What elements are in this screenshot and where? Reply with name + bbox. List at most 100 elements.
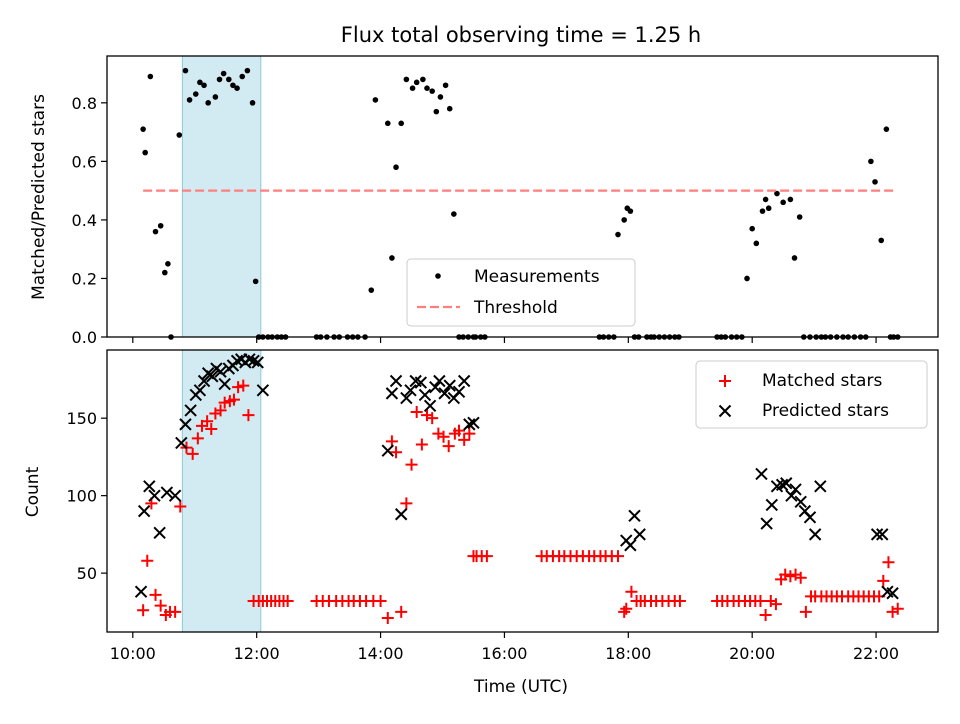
measurement-point: [796, 214, 803, 220]
measurement-point: [197, 79, 203, 86]
predicted-star-point: [418, 388, 432, 402]
axes-frame: [106, 349, 939, 633]
predicted-star-point: [414, 376, 428, 389]
y-tick-label: 50: [77, 564, 97, 583]
measurement-point: [621, 217, 627, 223]
measurement-point: [220, 70, 227, 77]
measurement-point: [230, 82, 236, 89]
y-tick-label: 0.2: [72, 269, 97, 288]
measurement-point: [234, 85, 240, 91]
measurement-point: [883, 126, 890, 132]
legend-box: [406, 258, 636, 327]
measurement-point: [791, 255, 798, 261]
measurement-point: [765, 205, 772, 212]
predicted-star-point: [876, 528, 889, 541]
predicted-star-point: [184, 404, 197, 417]
predicted-star-point: [193, 384, 207, 397]
matched-star-point: [410, 405, 423, 418]
measurement-point: [176, 132, 183, 138]
y-tick-label: 150: [66, 409, 97, 428]
measurement-point: [872, 179, 878, 185]
matched-star-point: [882, 556, 895, 569]
measurement-point: [787, 196, 794, 203]
predicted-star-point: [463, 418, 476, 431]
measurement-point: [186, 97, 193, 103]
matched-star-point: [673, 595, 686, 608]
matched-star-point: [218, 396, 231, 409]
predicted-star-point: [765, 498, 779, 512]
matched-star-point: [625, 585, 638, 598]
predicted-star-point: [785, 489, 798, 502]
measurement-point: [420, 76, 426, 83]
measurement-point: [403, 76, 410, 83]
matched-star-point: [618, 605, 631, 618]
measurement-point: [192, 91, 199, 97]
matched-star-point: [242, 409, 255, 422]
predicted-star-point: [206, 370, 219, 383]
predicted-star-point: [394, 508, 408, 521]
predicted-star-point: [400, 391, 413, 405]
measurement-point: [878, 237, 885, 244]
predicted-star-point: [148, 489, 161, 502]
measurement-point: [615, 231, 621, 238]
axes-frame: [106, 55, 939, 338]
measurement-point: [429, 88, 435, 94]
measurement-point: [627, 208, 634, 214]
measurement-point: [212, 94, 219, 100]
x-axis-ticks: 10:00 12:00 14:00 16:00 18:00 20:00 22:00: [110, 632, 899, 663]
measurement-point: [244, 67, 251, 74]
legend-matched-marker: [719, 375, 731, 387]
highlight-span: [181, 55, 262, 338]
y-axis-ticks: 50 100 150: [66, 409, 107, 583]
matched-star-point: [405, 458, 418, 471]
matched-star-point: [191, 432, 204, 445]
chart-title: Flux total observing time = 1.25 h: [341, 23, 701, 47]
matched-star-point: [453, 424, 466, 437]
predicted-star-point: [134, 585, 148, 598]
x-tick-label: 20:00: [729, 644, 775, 663]
matched-star-point: [415, 438, 428, 451]
measurement-point: [437, 94, 444, 100]
measurement-point: [140, 126, 146, 132]
matched-star-point: [381, 612, 394, 625]
predicted-star-point: [803, 511, 817, 524]
matched-star-point: [232, 381, 245, 394]
predicted-star-point: [143, 480, 156, 493]
predicted-star-point: [385, 387, 399, 400]
x-tick-label: 12:00: [234, 644, 280, 663]
measurement-point: [249, 100, 256, 106]
measurement-point: [868, 158, 874, 165]
x-axis-label: Time (UTC): [473, 677, 568, 697]
predicted-star-point: [443, 379, 456, 392]
legend-label: Predicted stars: [762, 401, 889, 421]
y-axis-ticks: 0.0 0.2 0.4 0.6 0.8: [72, 94, 107, 347]
y-tick-label: 0.6: [72, 152, 97, 171]
predicted-star-point: [886, 587, 899, 600]
y-tick-label: 0.0: [72, 328, 97, 347]
matched-star-point: [437, 430, 450, 443]
predicted-star-point: [153, 526, 166, 540]
predicted-star-point: [870, 528, 884, 541]
measurement-point: [384, 120, 391, 127]
predicted-star-point: [433, 374, 446, 388]
matched-star-point: [205, 423, 218, 436]
predicted-star-point: [389, 374, 403, 388]
predicted-star-point: [755, 467, 768, 481]
legend-label: Threshold: [473, 298, 558, 318]
measurement-point: [442, 82, 449, 89]
matched-star-point: [395, 605, 408, 618]
matched-star-point: [390, 446, 403, 459]
matched-star-point: [480, 550, 493, 563]
measurement-point: [759, 208, 766, 214]
predicted-star-point: [218, 377, 231, 391]
matched-star-point: [754, 595, 767, 608]
measurement-point: [762, 196, 769, 203]
predicted-star-point: [780, 477, 793, 490]
measurement-point: [147, 73, 154, 80]
matched-star-point: [141, 554, 154, 567]
predicted-star-point: [467, 416, 480, 430]
predicted-star-point: [794, 495, 807, 509]
predicted-star-point: [247, 354, 260, 368]
measurement-point: [182, 67, 189, 74]
